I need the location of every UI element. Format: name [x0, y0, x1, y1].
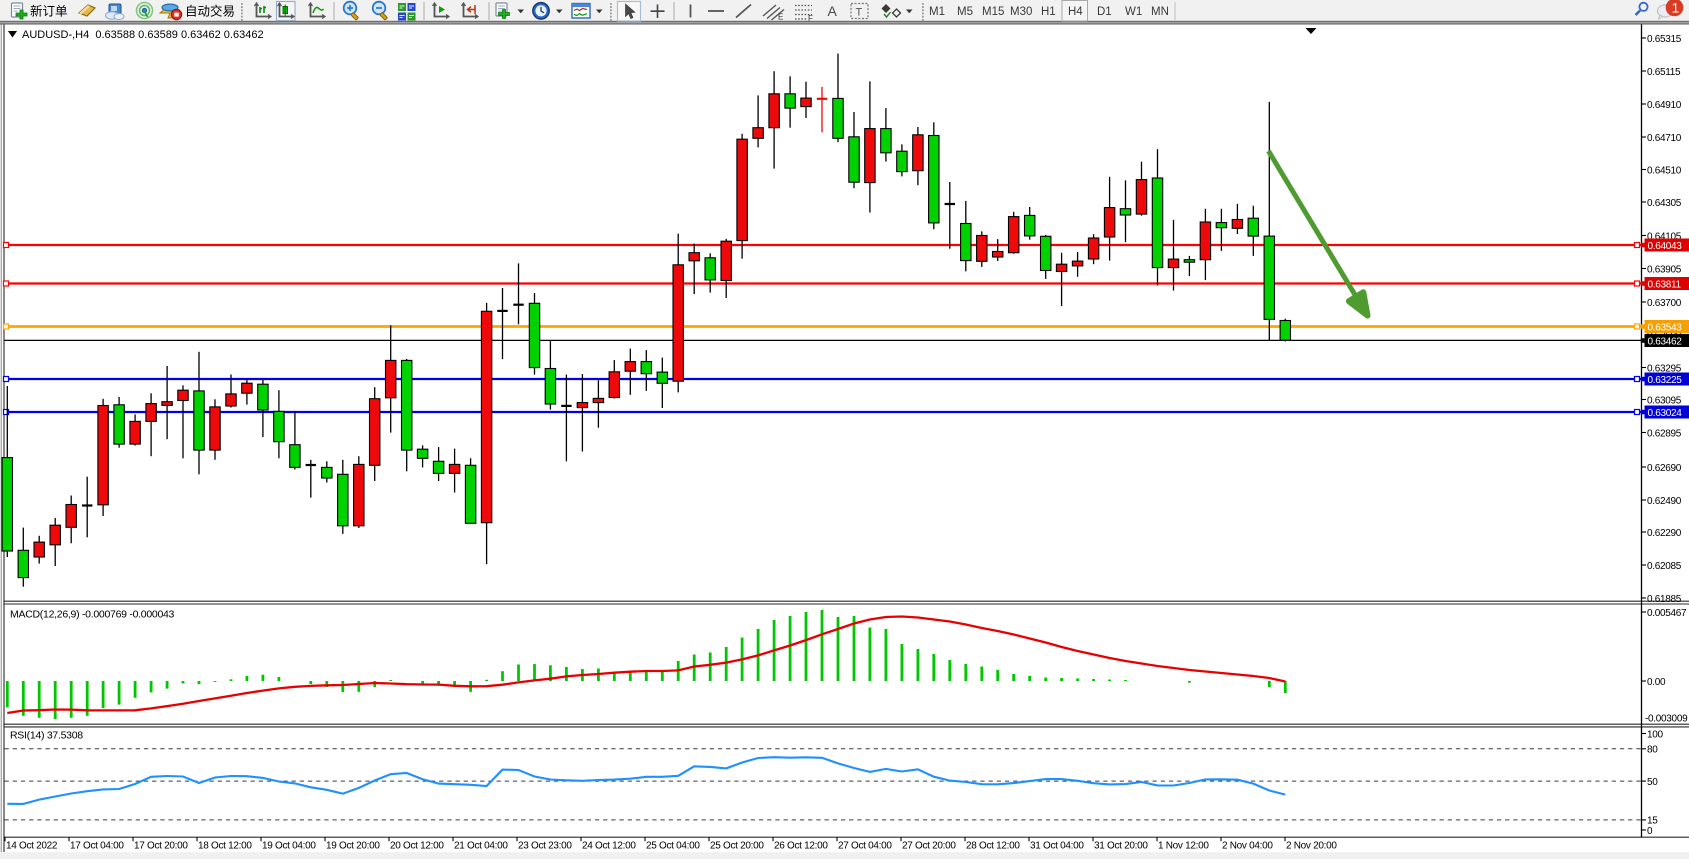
svg-text:28 Oct 12:00: 28 Oct 12:00 [966, 841, 1020, 852]
svg-text:0.64043: 0.64043 [1648, 241, 1683, 252]
svg-text:新订单: 新订单 [30, 4, 68, 19]
svg-text:80: 80 [1647, 745, 1658, 756]
svg-text:0.63811: 0.63811 [1648, 279, 1682, 290]
svg-text:0.63700: 0.63700 [1647, 298, 1682, 309]
svg-text:0.62290: 0.62290 [1647, 528, 1682, 539]
svg-text:M1: M1 [929, 6, 945, 18]
svg-text:21 Oct 04:00: 21 Oct 04:00 [454, 841, 508, 852]
svg-text:0.63295: 0.63295 [1647, 363, 1682, 374]
svg-text:24 Oct 12:00: 24 Oct 12:00 [582, 841, 636, 852]
svg-text:100: 100 [1647, 729, 1664, 740]
svg-text:MACD(12,26,9) -0.000769 -0.000: MACD(12,26,9) -0.000769 -0.000043 [10, 608, 175, 620]
svg-text:26 Oct 12:00: 26 Oct 12:00 [774, 841, 828, 852]
svg-text:0.62085: 0.62085 [1647, 561, 1682, 572]
svg-text:1 Nov 12:00: 1 Nov 12:00 [1158, 841, 1209, 852]
svg-text:0.64510: 0.64510 [1647, 165, 1682, 176]
svg-text:31 Oct 04:00: 31 Oct 04:00 [1030, 841, 1084, 852]
svg-text:0.65315: 0.65315 [1647, 34, 1682, 45]
svg-text:0.64910: 0.64910 [1647, 100, 1682, 111]
svg-text:0.63462: 0.63462 [1648, 336, 1683, 347]
svg-text:MN: MN [1151, 6, 1169, 18]
svg-text:0: 0 [1647, 826, 1653, 837]
svg-text:25 Oct 20:00: 25 Oct 20:00 [710, 841, 764, 852]
svg-text:0.62895: 0.62895 [1647, 428, 1682, 439]
svg-text:0.62690: 0.62690 [1647, 463, 1682, 474]
svg-text:0.63024: 0.63024 [1648, 408, 1683, 419]
svg-text:0.63225: 0.63225 [1648, 375, 1683, 386]
svg-text:25 Oct 04:00: 25 Oct 04:00 [646, 841, 700, 852]
svg-text:17 Oct 04:00: 17 Oct 04:00 [70, 841, 124, 852]
svg-text:0.00: 0.00 [1647, 677, 1666, 688]
svg-text:A: A [828, 3, 838, 19]
svg-text:18 Oct 12:00: 18 Oct 12:00 [198, 841, 252, 852]
svg-text:0.64710: 0.64710 [1647, 133, 1682, 144]
svg-text:RSI(14) 37.5308: RSI(14) 37.5308 [10, 729, 83, 741]
svg-text:31 Oct 20:00: 31 Oct 20:00 [1094, 841, 1148, 852]
svg-text:D1: D1 [1097, 6, 1112, 18]
svg-text:AUDUSD-,H4 0.63588 0.63589 0.: AUDUSD-,H4 0.63588 0.63589 0.63462 0.634… [22, 29, 264, 41]
svg-text:2 Nov 20:00: 2 Nov 20:00 [1286, 841, 1337, 852]
svg-text:E: E [778, 13, 783, 22]
svg-text:15: 15 [1647, 816, 1658, 827]
svg-text:27 Oct 20:00: 27 Oct 20:00 [902, 841, 956, 852]
svg-text:20 Oct 12:00: 20 Oct 12:00 [390, 841, 444, 852]
svg-text:H4: H4 [1068, 6, 1083, 18]
svg-text:W1: W1 [1125, 6, 1142, 18]
svg-text:19 Oct 20:00: 19 Oct 20:00 [326, 841, 380, 852]
svg-text:0.63543: 0.63543 [1648, 322, 1683, 333]
svg-text:14 Oct 2022: 14 Oct 2022 [6, 841, 58, 852]
svg-text:M30: M30 [1010, 6, 1032, 18]
svg-text:F: F [808, 14, 813, 23]
svg-text:19 Oct 04:00: 19 Oct 04:00 [262, 841, 316, 852]
svg-text:0.61885: 0.61885 [1647, 594, 1682, 605]
svg-text:M15: M15 [982, 6, 1004, 18]
svg-text:17 Oct 20:00: 17 Oct 20:00 [134, 841, 188, 852]
svg-text:0.64305: 0.64305 [1647, 198, 1682, 209]
svg-text:0.63905: 0.63905 [1647, 264, 1682, 275]
svg-text:0.65115: 0.65115 [1647, 67, 1681, 78]
svg-text:0.64105: 0.64105 [1647, 231, 1682, 242]
svg-text:M5: M5 [957, 6, 973, 18]
svg-text:自动交易: 自动交易 [185, 4, 235, 19]
svg-text:0.63095: 0.63095 [1647, 395, 1682, 406]
svg-text:H1: H1 [1041, 6, 1056, 18]
svg-text:23 Oct 23:00: 23 Oct 23:00 [518, 841, 572, 852]
svg-text:27 Oct 04:00: 27 Oct 04:00 [838, 841, 892, 852]
svg-text:0.62490: 0.62490 [1647, 496, 1682, 507]
svg-text:1: 1 [1672, 0, 1680, 16]
svg-text:0.005467: 0.005467 [1647, 608, 1687, 619]
svg-text:T: T [856, 7, 863, 19]
svg-text:-0.003009: -0.003009 [1645, 713, 1688, 724]
svg-text:2 Nov 04:00: 2 Nov 04:00 [1222, 841, 1273, 852]
svg-text:50: 50 [1647, 777, 1658, 788]
